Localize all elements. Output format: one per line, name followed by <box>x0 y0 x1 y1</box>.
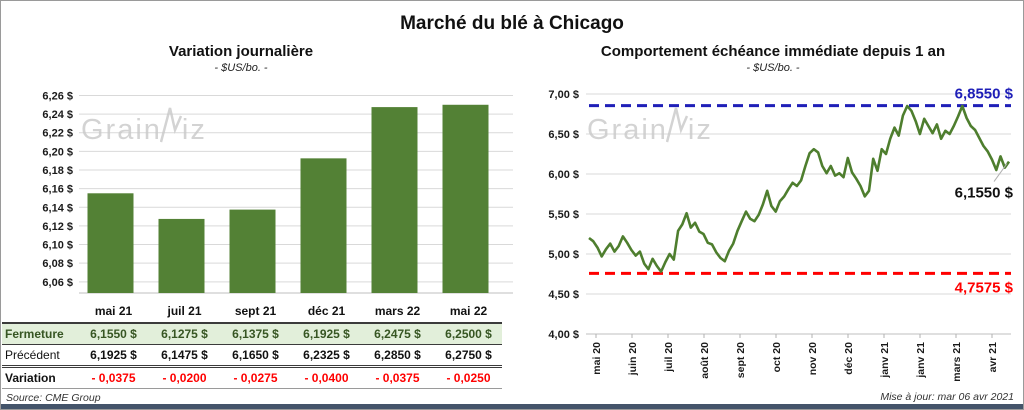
bar-mai 22 <box>442 104 489 293</box>
value-cell: 6,2850 $ <box>374 348 421 362</box>
bar-mai 21 <box>87 193 134 293</box>
source-note: Source: CME Group <box>6 392 101 404</box>
page-title: Marché du blé à Chicago <box>400 13 624 34</box>
svg-text:mars 21: mars 21 <box>951 342 963 382</box>
update-note: Mise à jour: mar 06 avr 2021 <box>880 391 1014 403</box>
svg-text:6,20 $: 6,20 $ <box>42 146 73 158</box>
column-header: mars 22 <box>374 304 421 318</box>
value-cell: - 0,0200 <box>162 371 207 385</box>
svg-text:6,12 $: 6,12 $ <box>42 221 73 233</box>
svg-text:5,00 $: 5,00 $ <box>548 249 579 261</box>
svg-text:janv 21: janv 21 <box>879 342 891 379</box>
svg-text:oct 20: oct 20 <box>771 342 783 373</box>
column-header: mai 22 <box>449 304 488 318</box>
value-cell: 6,1275 $ <box>161 327 208 341</box>
bar-déc 21 <box>300 158 347 293</box>
svg-text:nov 20: nov 20 <box>807 342 819 375</box>
svg-text:janv 21: janv 21 <box>915 342 927 379</box>
svg-text:juin 20: juin 20 <box>627 342 639 376</box>
svg-text:6,00 $: 6,00 $ <box>548 169 579 181</box>
svg-text:4,50 $: 4,50 $ <box>548 289 579 301</box>
bar-chart-title: Variation journalière <box>168 43 314 60</box>
value-cell: - 0,0400 <box>304 371 349 385</box>
row-label: Variation <box>5 371 56 385</box>
bar-sept 21 <box>229 209 276 293</box>
column-header: mai 21 <box>94 304 133 318</box>
last-value-label: 6,1550 $ <box>955 185 1014 202</box>
svg-text:6,22 $: 6,22 $ <box>42 128 73 140</box>
value-cell: 6,1925 $ <box>303 327 350 341</box>
high-value-label: 6,8550 $ <box>955 86 1014 103</box>
svg-text:6,26 $: 6,26 $ <box>42 90 73 102</box>
line-chart-title: Comportement échéance immédiate depuis 1… <box>600 43 946 60</box>
svg-text:mai 20: mai 20 <box>591 342 603 375</box>
row-label: Fermeture <box>5 327 64 341</box>
value-cell: 6,1550 $ <box>90 327 137 341</box>
line-chart-subtitle: - $US/bo. - <box>746 62 800 74</box>
price-series-line <box>588 104 1011 273</box>
value-cell: - 0,0375 <box>91 371 136 385</box>
svg-text:6,08 $: 6,08 $ <box>42 258 73 270</box>
value-cell: 6,1925 $ <box>90 348 137 362</box>
svg-text:6,06 $: 6,06 $ <box>42 277 73 289</box>
svg-text:7,00 $: 7,00 $ <box>548 89 579 101</box>
table-corner-cell <box>2 301 78 322</box>
value-cell: 6,2500 $ <box>445 327 492 341</box>
value-cell: 6,1650 $ <box>232 348 279 362</box>
bar-juil 21 <box>158 218 205 293</box>
svg-text:5,50 $: 5,50 $ <box>548 209 579 221</box>
table-row-fermeture: Fermeture 6,1550 $ 6,1275 $ 6,1375 $ 6,1925 … <box>2 322 502 345</box>
svg-text:6,16 $: 6,16 $ <box>42 184 73 196</box>
column-header: sept 21 <box>234 304 277 318</box>
low-value-label: 4,7575 $ <box>955 279 1014 296</box>
value-cell: - 0,0275 <box>233 371 278 385</box>
svg-text:déc 20: déc 20 <box>843 342 855 375</box>
svg-text:juil 20: juil 20 <box>663 342 675 373</box>
value-cell: 6,2750 $ <box>445 348 492 362</box>
svg-text:4,00 $: 4,00 $ <box>548 329 579 341</box>
svg-text:6,18 $: 6,18 $ <box>42 165 73 177</box>
svg-text:avr 21: avr 21 <box>987 342 999 373</box>
svg-text:6,14 $: 6,14 $ <box>42 202 73 214</box>
line-chart: 4,00 $ 4,50 $ 5,00 $ 5,50 $ 6,00 $ 6,50 $ 7,00… <box>548 86 1014 382</box>
svg-text:août 20: août 20 <box>699 342 711 379</box>
column-header: juil 21 <box>167 304 202 318</box>
row-label: Précédent <box>5 348 60 362</box>
value-cell: 6,2325 $ <box>303 348 350 362</box>
svg-text:6,10 $: 6,10 $ <box>42 240 73 252</box>
bottom-accent-bar <box>1 404 1023 409</box>
svg-text:6,50 $: 6,50 $ <box>548 129 579 141</box>
column-header: déc 21 <box>307 304 346 318</box>
value-cell: - 0,0375 <box>375 371 420 385</box>
bar-chart-subtitle: - $US/bo. - <box>214 62 268 74</box>
svg-text:6,24 $: 6,24 $ <box>42 109 73 121</box>
bar-mars 22 <box>371 107 418 294</box>
value-cell: 6,1375 $ <box>232 327 279 341</box>
table-header-row: mai 21 juil 21 sept 21 déc 21 mars 22 mai 22 <box>2 301 502 322</box>
value-cell: 6,1475 $ <box>161 348 208 362</box>
value-cell: 6,2475 $ <box>374 327 421 341</box>
svg-text:sept 20: sept 20 <box>735 342 747 378</box>
contracts-table: mai 21 juil 21 sept 21 déc 21 mars 22 mai 22 F… <box>2 301 502 389</box>
value-cell: - 0,0250 <box>446 371 491 385</box>
bar-chart: 6,06 $ 6,08 $ 6,10 $ 6,12 $ 6,14 $ 6,16 $ 6,18… <box>42 90 513 294</box>
table-row-variation: Variation - 0,0375 - 0,0200 - 0,0275 - 0,040… <box>2 368 502 389</box>
table-row-precedent: Précédent 6,1925 $ 6,1475 $ 6,1650 $ 6,2325 … <box>2 345 502 368</box>
